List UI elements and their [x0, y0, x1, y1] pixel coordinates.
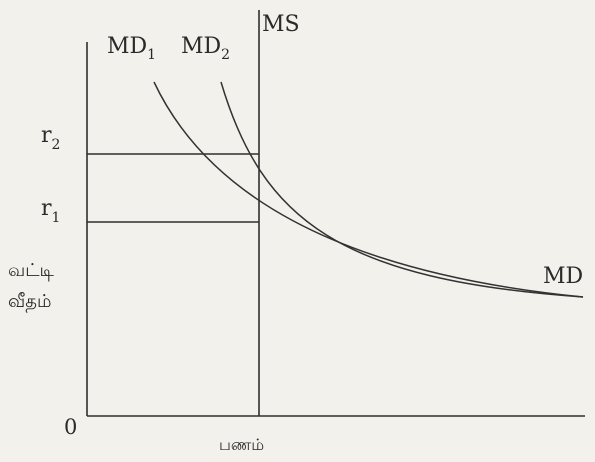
md2-label: MD2	[181, 34, 230, 63]
md1-label: MD1	[107, 34, 156, 63]
md1-label-base: MD	[107, 34, 147, 59]
y-axis-label-line2: வீதம்	[8, 291, 51, 313]
r1-label-base: r	[41, 196, 52, 221]
r2-label-sub: 2	[52, 137, 61, 153]
r1-label-sub: 1	[52, 210, 61, 226]
md2-label-sub: 2	[221, 47, 230, 63]
md1-label-sub: 1	[147, 47, 156, 63]
ms-label: MS	[262, 12, 300, 37]
md-right-label: MD	[543, 264, 583, 289]
md2-curve	[220, 81, 584, 298]
md2-label-base: MD	[181, 34, 221, 59]
r1-label: r1	[41, 196, 60, 226]
md1-curve	[153, 81, 584, 298]
x-axis-label: பணம்	[219, 435, 264, 454]
origin-label: 0	[64, 415, 77, 439]
r2-label-base: r	[41, 123, 52, 148]
y-axis-label-line1: வட்டி	[8, 260, 55, 281]
r2-label: r2	[41, 123, 60, 153]
